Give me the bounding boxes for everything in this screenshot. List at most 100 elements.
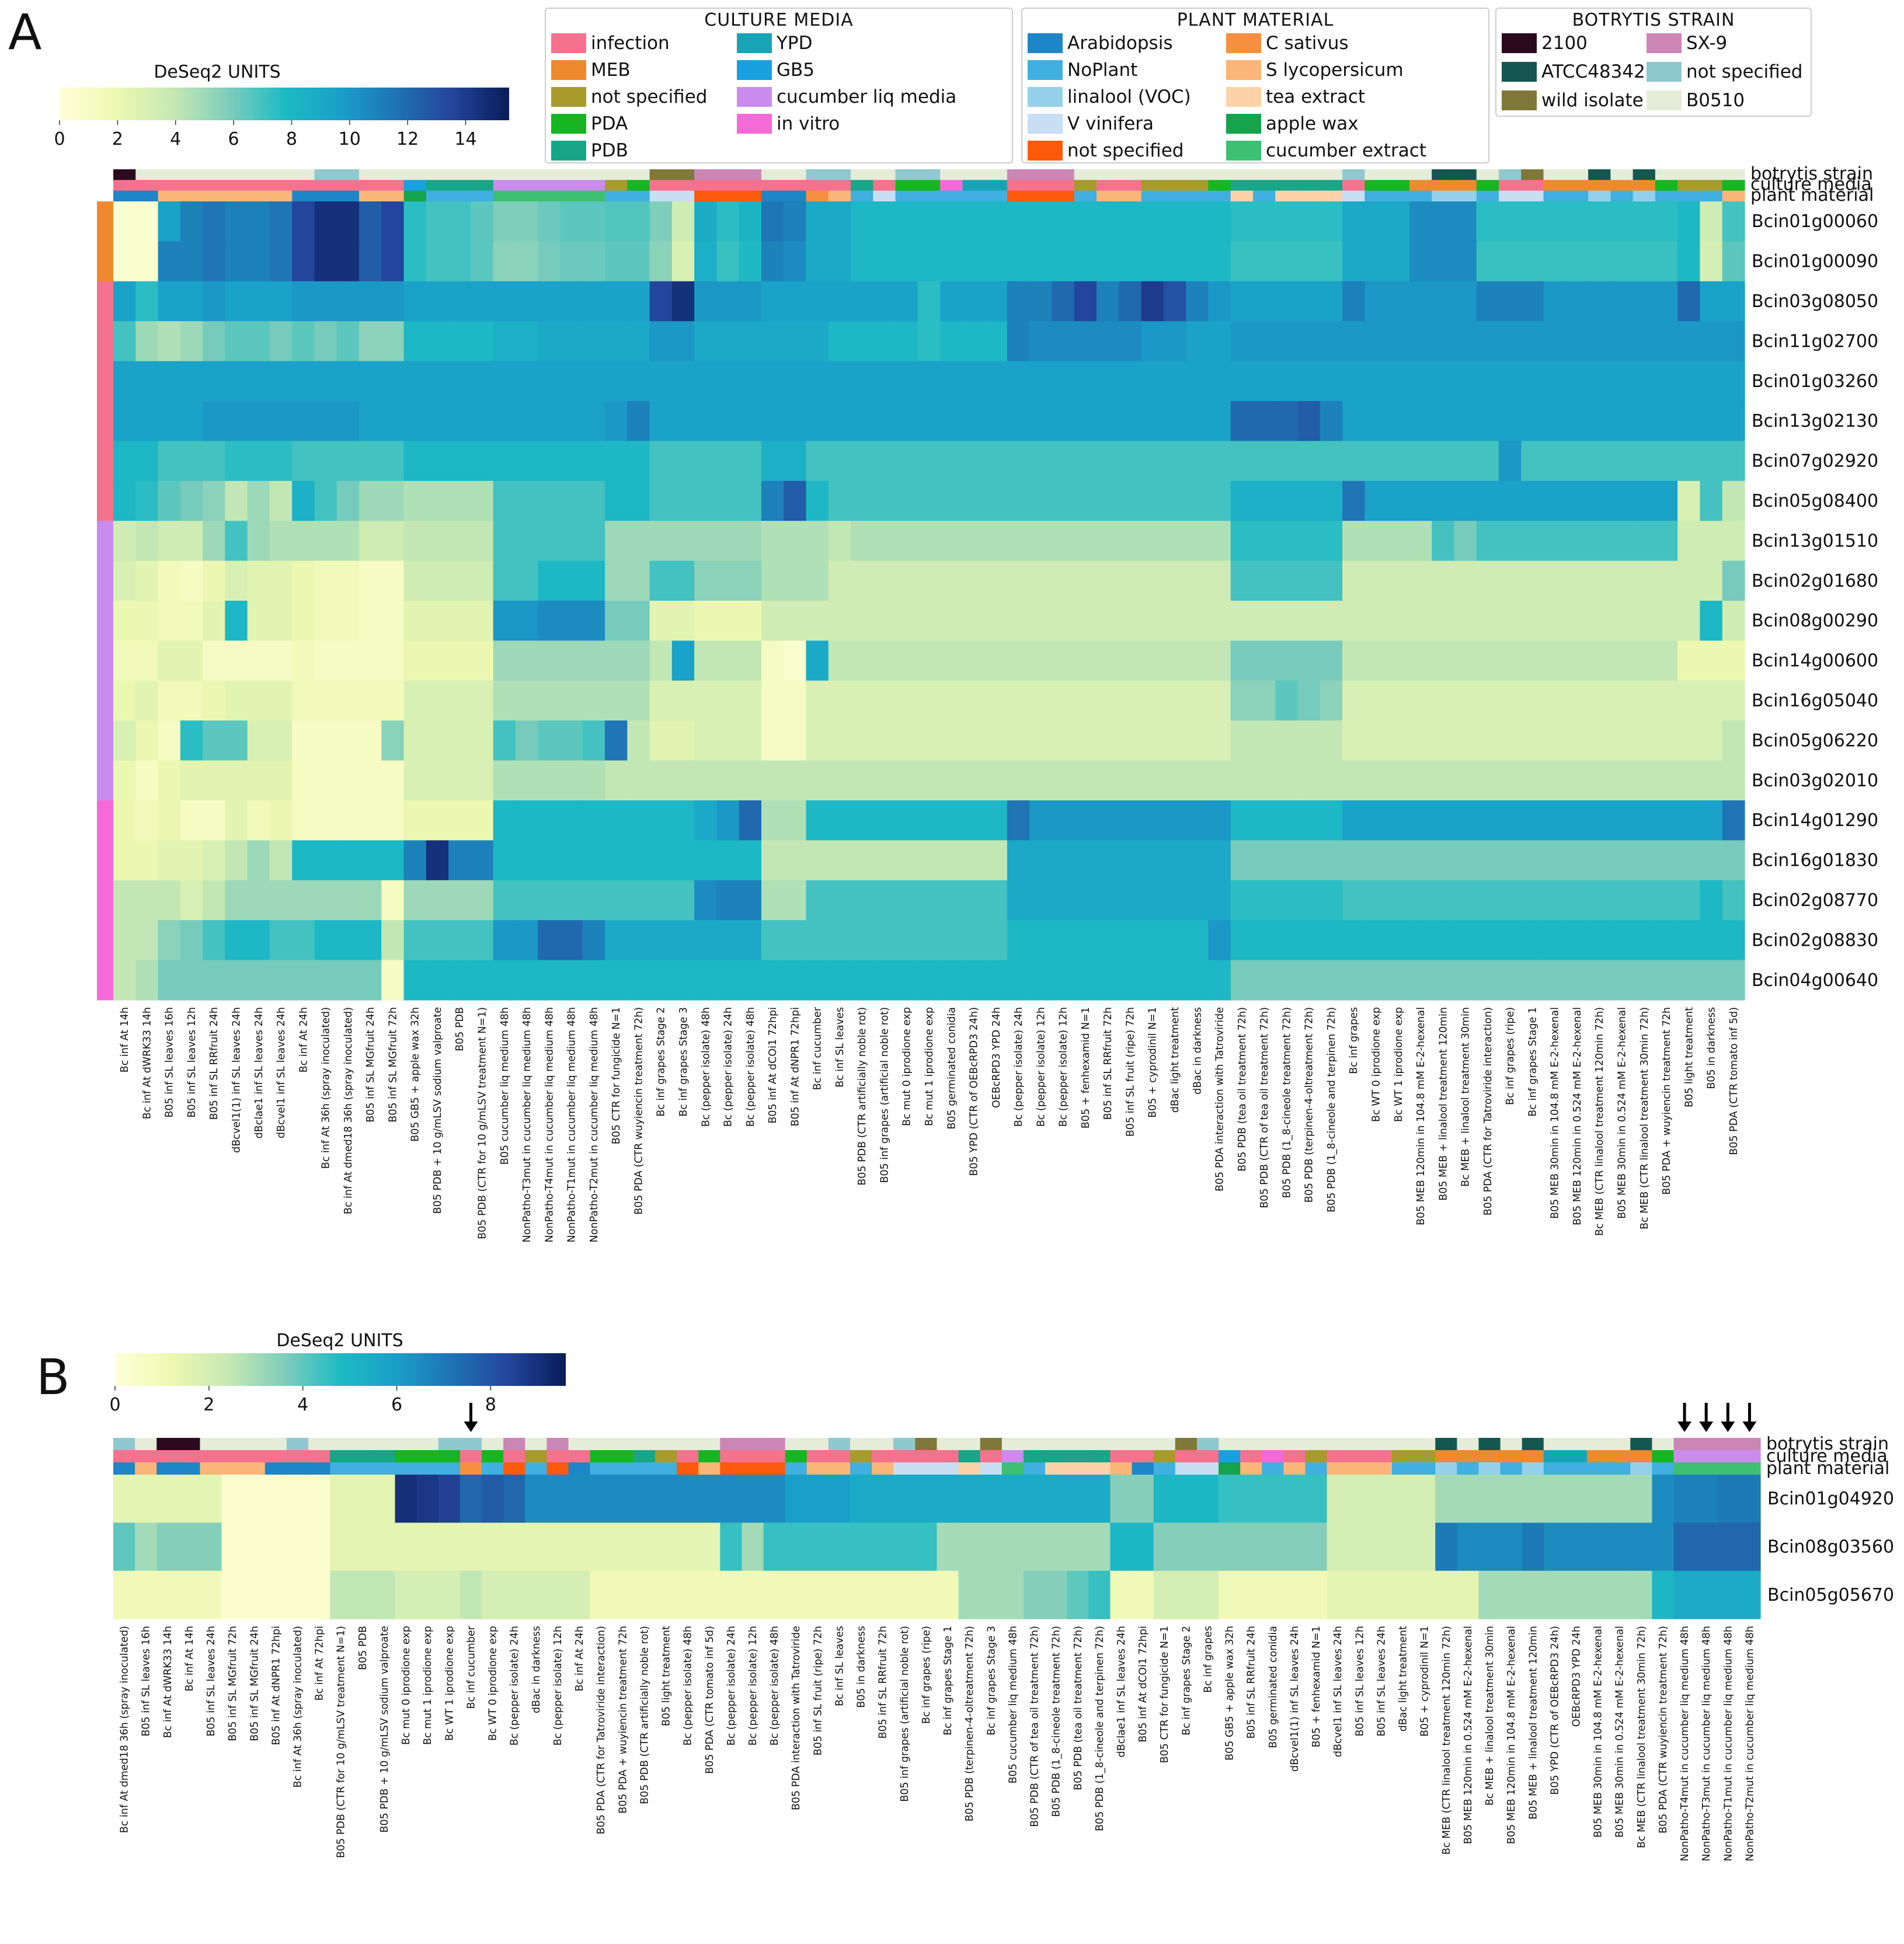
heatmap-cell [739, 760, 762, 801]
heatmap-cell [113, 760, 136, 801]
heatmap-cell [1655, 521, 1678, 562]
plant-track-cell [806, 190, 829, 202]
column-label: NonPatho-T3mut in cucumber liq medium 48… [521, 1007, 533, 1242]
heatmap-cell [225, 241, 248, 282]
heatmap-cell [560, 601, 583, 641]
heatmap-cell [1132, 1570, 1154, 1619]
media-track-cell [416, 1450, 439, 1463]
heatmap-cell [806, 441, 829, 482]
heatmap-cell [873, 680, 896, 721]
heatmap-cell [158, 361, 181, 402]
media-track-cell [381, 180, 405, 191]
heatmap-cell [1275, 401, 1299, 441]
plant-track-cell [359, 190, 382, 202]
heatmap-cell [851, 241, 873, 282]
heatmap-cell [1348, 1475, 1371, 1523]
heatmap-cell [158, 960, 181, 1001]
heatmap-cell [605, 640, 628, 681]
column-label: B05 PDB (CTR of tea oil treatment 72h) [1259, 1007, 1271, 1208]
column-label: B05 PDB + 10 g/mLSV sodium valproate [379, 1626, 391, 1832]
heatmap-cell [200, 1570, 222, 1619]
legend-swatch [1028, 141, 1063, 161]
heatmap-cell [1565, 920, 1589, 961]
heatmap-cell [649, 720, 673, 761]
legend-swatch [737, 114, 772, 134]
heatmap-cell [269, 760, 293, 801]
strain-track-cell [649, 169, 673, 180]
legend-entry-label: PDB [591, 140, 628, 161]
media-track-cell [286, 1450, 309, 1463]
heatmap-cell [308, 1475, 330, 1523]
heatmap-cell [381, 480, 405, 521]
strain-track-cell [694, 169, 717, 180]
heatmap-cell [1454, 640, 1477, 681]
heatmap-cell [895, 321, 918, 362]
heatmap-cell [1432, 361, 1455, 402]
heatmap-cell [1097, 760, 1119, 801]
heatmap-cell [471, 800, 494, 841]
panel-letter-a: A [8, 4, 41, 61]
strain-track-cell [785, 1438, 807, 1451]
strain-track-cell [1252, 169, 1276, 180]
heatmap-cell [482, 1570, 504, 1619]
heatmap-cell [403, 560, 427, 601]
heatmap-cell [671, 521, 695, 562]
heatmap-cell [381, 760, 405, 801]
heatmap-cell [515, 920, 538, 961]
colorbar-tick-label: 12 [396, 129, 419, 149]
heatmap-cell [1588, 441, 1611, 482]
column-label: B05 PDB (1_8-cineole and terpinen 72h) [1326, 1007, 1338, 1213]
heatmap-cell [1588, 640, 1611, 681]
heatmap-cell [225, 800, 248, 841]
strain-track-cell [1630, 1438, 1653, 1451]
heatmap-cell [135, 800, 159, 841]
heatmap-cell [1007, 560, 1030, 601]
heatmap-cell [269, 321, 293, 362]
heatmap-cell [784, 241, 807, 282]
plant-track-cell [1275, 190, 1299, 202]
heatmap-cell [1365, 281, 1388, 322]
heatmap-cell [1342, 321, 1365, 362]
heatmap-cell [1252, 321, 1276, 362]
heatmap-cell [1365, 241, 1388, 282]
heatmap-cell [873, 401, 896, 441]
row-label: Bcin02g08830 [1752, 930, 1878, 950]
heatmap-cell [1275, 201, 1299, 242]
heatmap-cell [1521, 241, 1544, 282]
heatmap-cell [873, 521, 896, 562]
heatmap-cell [1153, 1570, 1176, 1619]
strain-track-cell [940, 169, 963, 180]
heatmap-cell [962, 441, 986, 482]
legend-entry-label: not specified [1686, 61, 1802, 82]
heatmap-cell [471, 640, 494, 681]
heatmap-cell [113, 800, 136, 841]
heatmap-cell [1700, 321, 1723, 362]
heatmap-cell [627, 361, 650, 402]
heatmap-cell [761, 321, 784, 362]
heatmap-cell [806, 361, 829, 402]
strain-track-cell [1348, 1438, 1371, 1451]
plant-track-cell [937, 1462, 959, 1475]
media-track-cell [314, 180, 337, 191]
heatmap-cell [178, 1475, 201, 1523]
heatmap-cell [1700, 880, 1723, 921]
heatmap-cell [1297, 800, 1321, 841]
heatmap-cell [784, 760, 807, 801]
media-track-cell [156, 1450, 179, 1463]
heatmap-cell [1476, 601, 1499, 641]
heatmap-cell [1023, 1570, 1046, 1619]
heatmap-cell [448, 281, 471, 322]
heatmap-cell [984, 281, 1008, 322]
column-label: dBclae1 inf SL leaves 24h [253, 1007, 265, 1138]
strain-track-cell [590, 1438, 612, 1451]
legend-swatch [737, 33, 772, 53]
heatmap-cell [1342, 521, 1365, 562]
heatmap-cell [381, 321, 405, 362]
heatmap-cell [716, 521, 740, 562]
heatmap-cell [806, 1523, 829, 1572]
plant-track-cell [940, 190, 963, 202]
heatmap-cell [917, 281, 941, 322]
heatmap-cell [158, 640, 181, 681]
plant-track-cell [1717, 1462, 1739, 1475]
